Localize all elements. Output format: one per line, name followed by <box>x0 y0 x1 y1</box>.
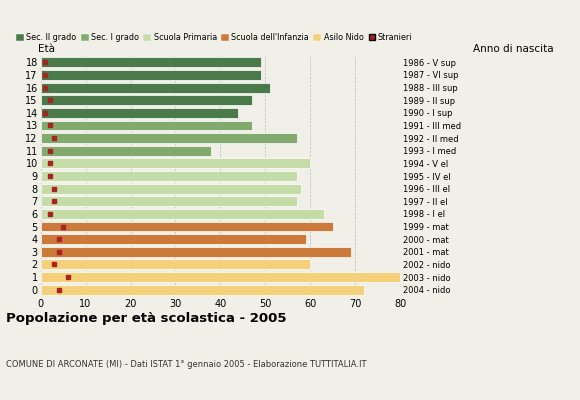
Text: Anno di nascita: Anno di nascita <box>473 44 554 54</box>
Bar <box>41 209 324 219</box>
Legend: Sec. II grado, Sec. I grado, Scuola Primaria, Scuola dell'Infanzia, Asilo Nido, : Sec. II grado, Sec. I grado, Scuola Prim… <box>16 33 412 42</box>
Bar <box>41 57 261 67</box>
Bar <box>41 133 297 143</box>
Bar <box>41 95 252 105</box>
Bar <box>41 171 297 181</box>
Bar <box>41 184 302 194</box>
Bar <box>41 222 333 232</box>
Text: Popolazione per età scolastica - 2005: Popolazione per età scolastica - 2005 <box>6 312 287 325</box>
Bar <box>41 272 400 282</box>
Bar <box>41 247 351 257</box>
Bar <box>41 260 310 269</box>
Bar <box>41 234 306 244</box>
Bar <box>41 70 261 80</box>
Text: COMUNE DI ARCONATE (MI) - Dati ISTAT 1° gennaio 2005 - Elaborazione TUTTITALIA.I: COMUNE DI ARCONATE (MI) - Dati ISTAT 1° … <box>6 360 367 369</box>
Bar <box>41 108 238 118</box>
Bar <box>41 146 211 156</box>
Bar <box>41 83 270 92</box>
Bar <box>41 196 297 206</box>
Bar <box>41 120 252 130</box>
Bar <box>41 158 310 168</box>
Text: Età: Età <box>38 44 55 54</box>
Bar <box>41 285 364 295</box>
